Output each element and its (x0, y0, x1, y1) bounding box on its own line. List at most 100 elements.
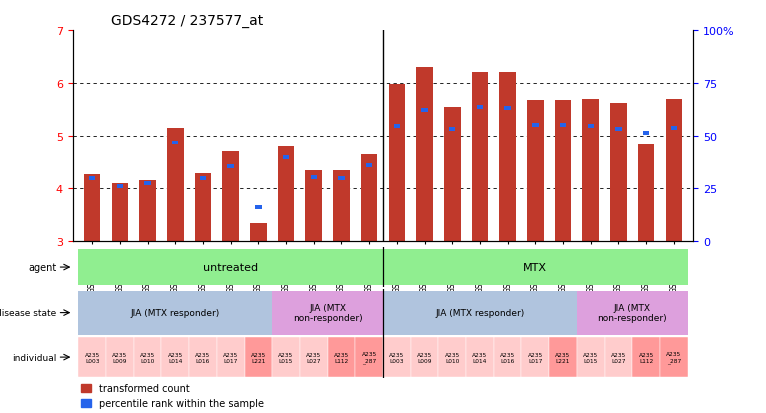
Bar (476, 105, 483, 109)
Text: A235
L015: A235 L015 (583, 352, 598, 363)
Text: JIA (MTX
non-responder): JIA (MTX non-responder) (293, 303, 362, 323)
Text: A235
L221: A235 L221 (555, 352, 571, 363)
Bar (394, 125, 400, 129)
Bar (472, 73, 488, 242)
Text: A235
L014: A235 L014 (168, 352, 183, 363)
Bar (638, 144, 654, 242)
Bar (83, 174, 100, 242)
Bar (244, 337, 272, 377)
Bar (604, 337, 632, 377)
Text: A235
L009: A235 L009 (113, 352, 127, 363)
Text: A235
L009: A235 L009 (417, 352, 432, 363)
Bar (328, 337, 355, 377)
Bar (255, 205, 261, 209)
Bar (505, 107, 511, 111)
Bar (195, 173, 211, 242)
Bar (300, 337, 328, 377)
Bar (106, 337, 134, 377)
Bar (588, 125, 594, 129)
Text: JIA (MTX responder): JIA (MTX responder) (435, 309, 525, 317)
Bar (560, 124, 566, 128)
Text: A235
L221: A235 L221 (250, 352, 266, 363)
Bar (250, 223, 267, 242)
Bar (139, 181, 155, 242)
Text: A235
L010: A235 L010 (444, 352, 460, 363)
Bar (78, 291, 272, 335)
Text: A235
L017: A235 L017 (528, 352, 543, 363)
Bar (499, 73, 516, 242)
Bar (145, 182, 151, 186)
Bar (200, 176, 206, 180)
Bar (222, 152, 239, 242)
Bar (78, 337, 106, 377)
Bar (438, 337, 466, 377)
Bar (228, 164, 234, 168)
Legend: transformed count, percentile rank within the sample: transformed count, percentile rank withi… (81, 383, 264, 408)
Bar (615, 128, 621, 131)
Bar (555, 100, 571, 242)
Bar (361, 155, 378, 242)
Bar (383, 249, 688, 285)
Bar (660, 337, 688, 377)
Bar (444, 107, 460, 242)
Text: A235
L017: A235 L017 (223, 352, 238, 363)
Bar (333, 171, 350, 242)
Text: MTX: MTX (523, 262, 548, 273)
Bar (278, 147, 294, 242)
Bar (532, 124, 538, 128)
Text: A235
L112: A235 L112 (334, 352, 349, 363)
Bar (283, 155, 290, 159)
Bar (78, 249, 383, 285)
Bar (577, 337, 604, 377)
Bar (611, 104, 627, 242)
Bar (522, 337, 549, 377)
Bar (162, 337, 189, 377)
Bar (89, 176, 95, 180)
Bar (366, 163, 372, 167)
Bar (466, 337, 494, 377)
Bar (134, 337, 162, 377)
Bar (577, 291, 688, 335)
Bar (527, 100, 544, 242)
Bar (582, 100, 599, 242)
Bar (272, 337, 300, 377)
Bar (666, 100, 683, 242)
Text: A235
L027: A235 L027 (611, 352, 626, 363)
Bar (167, 128, 184, 242)
Text: individual: individual (11, 353, 56, 362)
Text: untreated: untreated (203, 262, 258, 273)
Bar (306, 171, 322, 242)
Text: A235
_287: A235 _287 (666, 351, 682, 363)
Text: disease state: disease state (0, 309, 56, 317)
Text: A235
L016: A235 L016 (500, 352, 516, 363)
Bar (310, 176, 317, 179)
Text: A235
L112: A235 L112 (639, 352, 653, 363)
Text: A235
L010: A235 L010 (140, 352, 155, 363)
Text: A235
L003: A235 L003 (389, 352, 404, 363)
Bar (355, 337, 383, 377)
Bar (449, 128, 456, 132)
Bar (172, 141, 178, 145)
Bar (549, 337, 577, 377)
Text: A235
_287: A235 _287 (362, 351, 377, 363)
Text: JIA (MTX responder): JIA (MTX responder) (131, 309, 220, 317)
Text: A235
L003: A235 L003 (84, 352, 100, 363)
Bar (494, 337, 522, 377)
Bar (632, 337, 660, 377)
Text: agent: agent (28, 262, 56, 273)
Bar (643, 132, 650, 135)
Bar (671, 126, 677, 131)
Text: A235
L027: A235 L027 (306, 352, 322, 363)
Bar (388, 85, 405, 242)
Bar (383, 337, 411, 377)
Bar (189, 337, 217, 377)
Bar (411, 337, 438, 377)
Text: A235
L016: A235 L016 (195, 352, 211, 363)
Text: A235
L014: A235 L014 (473, 352, 488, 363)
Text: JIA (MTX
non-responder): JIA (MTX non-responder) (597, 303, 667, 323)
Bar (116, 184, 123, 188)
Bar (339, 176, 345, 180)
Text: A235
L015: A235 L015 (278, 352, 293, 363)
Bar (416, 68, 433, 242)
Bar (112, 184, 128, 242)
